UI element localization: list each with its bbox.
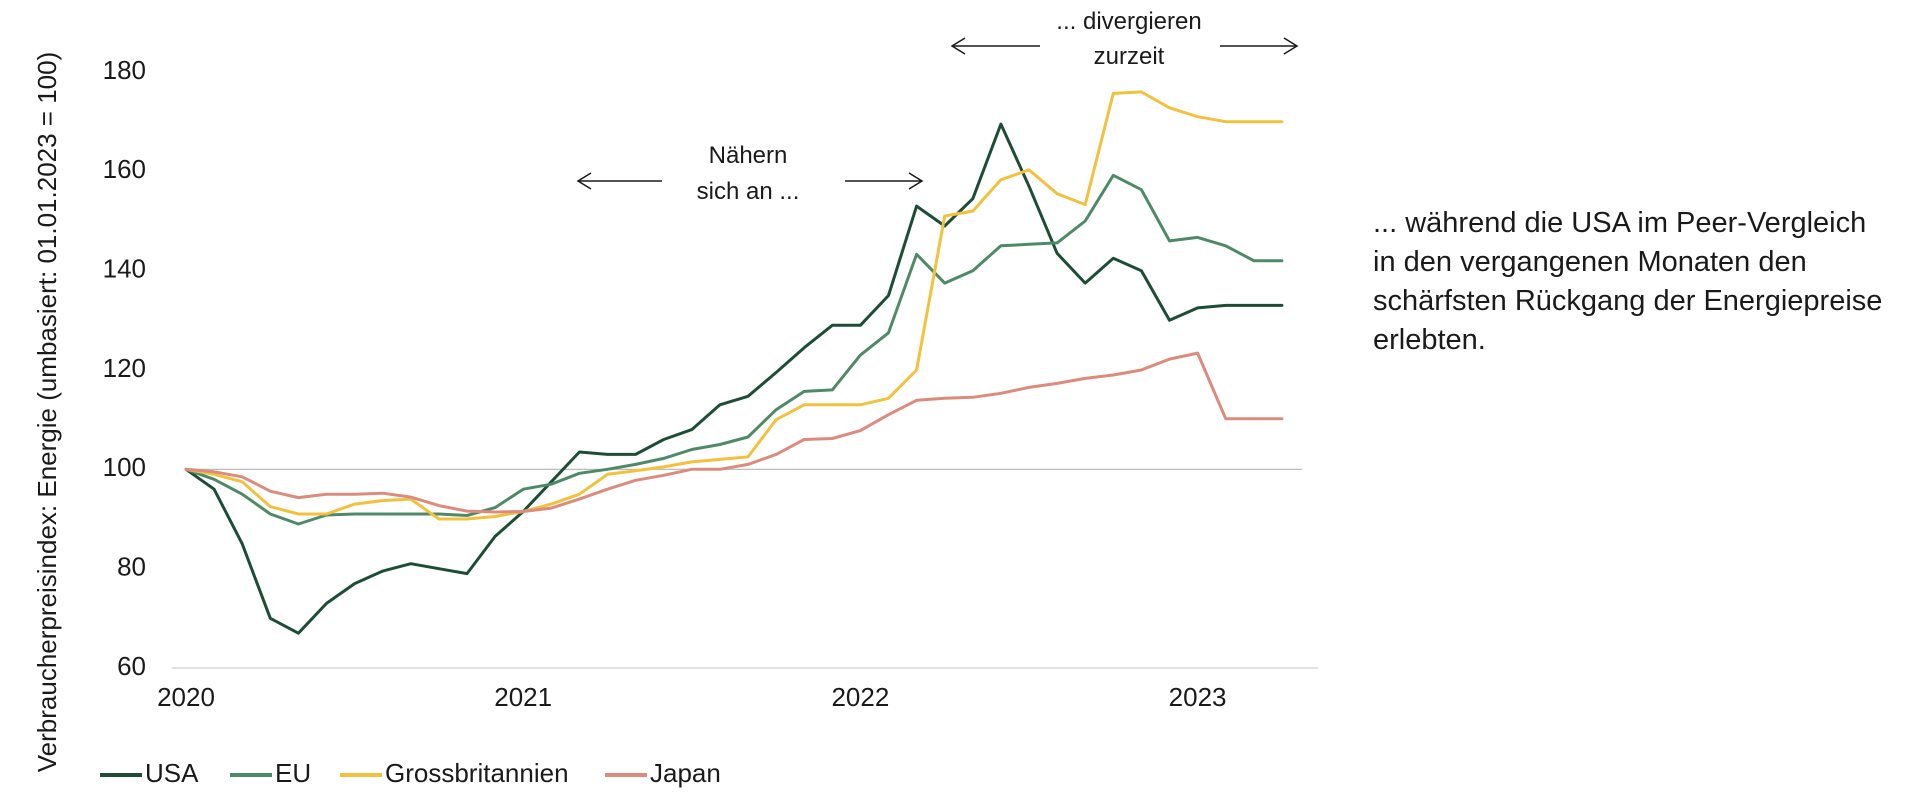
- legend-label: Japan: [650, 758, 721, 788]
- annotation-text-diverge: zurzeit: [1094, 43, 1165, 70]
- legend-item-eu: EU: [230, 758, 311, 788]
- series-line-grossbritannien: [184, 90, 1284, 521]
- legend: USA EU Grossbritannien Japan: [100, 758, 721, 788]
- side-note: ... während die USA im Peer-Vergleich in…: [1373, 207, 1883, 356]
- series-line-usa: [184, 122, 1284, 635]
- legend-label: USA: [145, 758, 199, 788]
- legend-item-usa: USA: [100, 758, 199, 788]
- y-tick-label: 120: [103, 353, 146, 383]
- legend-label: Grossbritannien: [385, 758, 569, 788]
- annotation-arrow-converge-left: [576, 172, 662, 190]
- x-tick-label: 2023: [1169, 682, 1227, 712]
- series-line-japan: [184, 351, 1284, 514]
- annotation-text-converge: sich an ...: [697, 178, 800, 205]
- x-tick-label: 2022: [831, 682, 889, 712]
- series-layer: [184, 90, 1284, 635]
- legend-item-japan: Japan: [605, 758, 721, 788]
- annotation-text-converge: Nähern: [709, 142, 788, 169]
- annotation-arrow-diverge-right: [1220, 37, 1299, 55]
- y-tick-label: 100: [103, 452, 146, 482]
- y-tick-label: 180: [103, 55, 146, 85]
- chart: Verbraucherpreisindex: Energie (umbasier…: [32, 8, 1318, 788]
- y-tick-label: 140: [103, 254, 146, 284]
- legend-label: EU: [275, 758, 311, 788]
- axis-layer: 60 80 100 120 140 160 180 2020 2021 2022 2023: [103, 55, 1318, 712]
- legend-item-grossbritannien: Grossbritannien: [340, 758, 569, 788]
- y-tick-label: 80: [117, 552, 146, 582]
- x-tick-label: 2021: [494, 682, 552, 712]
- annotation-arrow-converge-right: [845, 172, 924, 190]
- annotation-text-diverge: ... divergieren: [1056, 8, 1201, 35]
- annotation-arrow-diverge-left: [950, 37, 1040, 55]
- annotation-layer: Nähern sich an ... ... divergieren zurzeit: [576, 8, 1299, 205]
- x-tick-label: 2020: [157, 682, 215, 712]
- series-line-eu: [184, 173, 1284, 526]
- y-tick-label: 60: [117, 651, 146, 681]
- y-tick-label: 160: [103, 154, 146, 184]
- y-axis-label: Verbraucherpreisindex: Energie (umbasier…: [32, 52, 62, 773]
